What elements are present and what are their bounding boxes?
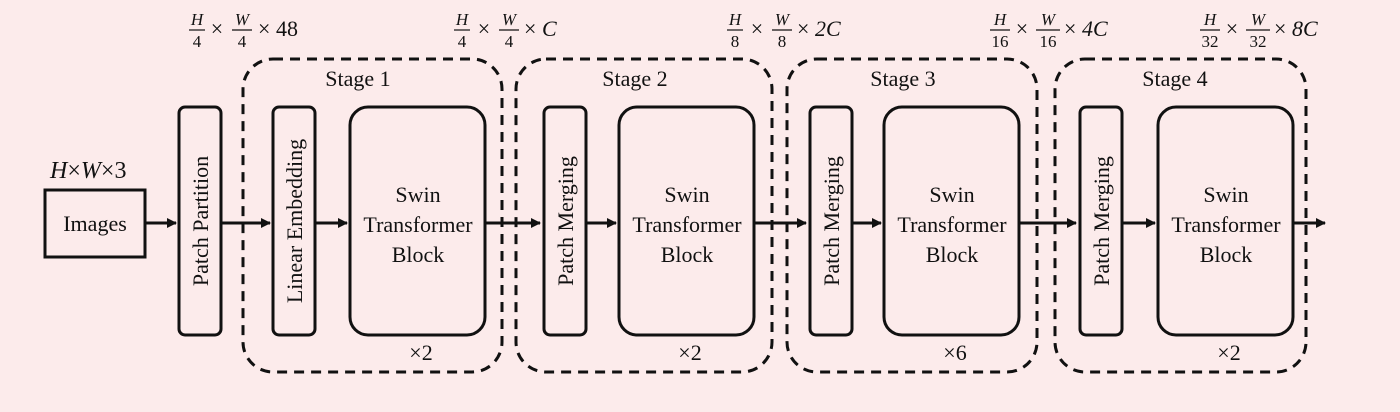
stage-1-first-block [271, 105, 317, 337]
svg-text:H×W×3: H×W×3 [49, 158, 126, 184]
stage-1-title: Stage 1 [325, 66, 390, 91]
svg-text:W: W [235, 10, 251, 29]
svg-text:×: × [258, 16, 270, 41]
stage-3: Stage 3 Patch Merging Swin Transformer B… [785, 57, 1039, 374]
stage-2-swin-block [617, 105, 756, 337]
svg-text:×: × [1064, 16, 1076, 41]
stage-1: Stage 1 Linear Embedding Swin Transforme… [241, 57, 504, 374]
stage-3-swin-block [882, 105, 1021, 337]
stage-4-swin-line2: Transformer [1171, 212, 1281, 237]
stage-4-dims: H 32 × W 32 × 8C [1200, 10, 1318, 51]
stage-2-repeat: ×2 [678, 340, 701, 365]
stage-4-title: Stage 4 [1142, 66, 1207, 91]
stage-1-frame [241, 57, 504, 374]
patch-partition-box [177, 105, 223, 337]
svg-text:H: H [455, 10, 470, 29]
svg-text:×: × [1274, 16, 1286, 41]
stage-2-swin-line2: Transformer [632, 212, 742, 237]
svg-text:8C: 8C [1292, 16, 1318, 41]
svg-text:H: H [1203, 10, 1218, 29]
svg-text:W: W [1251, 10, 1267, 29]
stage-4-swin-block [1156, 105, 1295, 337]
svg-text:8: 8 [778, 32, 787, 51]
svg-text:×: × [524, 16, 536, 41]
stage-3-swin-line3: Block [926, 242, 979, 267]
svg-text:16: 16 [992, 32, 1009, 51]
svg-text:4: 4 [505, 32, 514, 51]
svg-text:×: × [478, 16, 490, 41]
svg-text:16: 16 [1040, 32, 1057, 51]
stage-3-swin-line2: Transformer [897, 212, 1007, 237]
stage-3-swin-line1: Swin [929, 182, 974, 207]
svg-text:×: × [1226, 16, 1238, 41]
stage-4-first-block [1078, 105, 1124, 337]
stage-3-frame [785, 57, 1039, 374]
stage-1-swin-line2: Transformer [363, 212, 473, 237]
stage-1-swin-line1: Swin [395, 182, 440, 207]
stage-2: Stage 2 Patch Merging Swin Transformer B… [514, 57, 774, 374]
svg-text:H: H [993, 10, 1008, 29]
stage-2-first-block [542, 105, 588, 337]
stage-4-swin-line1: Swin [1203, 182, 1248, 207]
svg-text:48: 48 [276, 16, 298, 41]
patch-partition-dims: H 4 × W 4 × 48 [189, 10, 298, 51]
stage-1-repeat: ×2 [409, 340, 432, 365]
svg-text:32: 32 [1250, 32, 1267, 51]
stage-4-swin-line3: Block [1200, 242, 1253, 267]
svg-text:2C: 2C [815, 16, 841, 41]
stage-2-title: Stage 2 [602, 66, 667, 91]
stage-1-first-block-label: Linear Embedding [282, 139, 307, 303]
svg-text:H: H [728, 10, 743, 29]
svg-text:4: 4 [238, 32, 247, 51]
svg-text:4C: 4C [1082, 16, 1108, 41]
images-label: Images [63, 211, 127, 236]
svg-text:W: W [1041, 10, 1057, 29]
svg-text:8: 8 [731, 32, 740, 51]
input-dims-label: H×W×3 [49, 158, 126, 184]
stage-1-swin-block [348, 105, 487, 337]
stage-3-title: Stage 3 [870, 66, 935, 91]
svg-text:×: × [751, 16, 763, 41]
svg-text:×: × [1016, 16, 1028, 41]
patch-partition-label: Patch Partition [188, 156, 213, 286]
svg-text:4: 4 [193, 32, 202, 51]
stage-3-first-block-label: Patch Merging [819, 156, 844, 286]
stage-4: Stage 4 Patch Merging Swin Transformer B… [1053, 57, 1308, 374]
stage-2-swin-line1: Swin [664, 182, 709, 207]
stage-4-repeat: ×2 [1217, 340, 1240, 365]
stage-4-first-block-label: Patch Merging [1089, 156, 1114, 286]
svg-text:C: C [542, 16, 557, 41]
stage-1-swin-line3: Block [392, 242, 445, 267]
stage-2-dims: H 8 × W 8 × 2C [727, 10, 841, 51]
svg-text:4: 4 [458, 32, 467, 51]
svg-text:H: H [190, 10, 205, 29]
svg-text:32: 32 [1202, 32, 1219, 51]
svg-text:W: W [775, 10, 791, 29]
svg-text:W: W [502, 10, 518, 29]
stage-2-swin-line3: Block [661, 242, 714, 267]
stage-3-dims: H 16 × W 16 × 4C [990, 10, 1108, 51]
svg-text:×: × [797, 16, 809, 41]
stage-1-dims: H 4 × W 4 × C [454, 10, 557, 51]
stage-2-first-block-label: Patch Merging [553, 156, 578, 286]
stage-3-first-block [808, 105, 854, 337]
svg-text:×: × [211, 16, 223, 41]
stage-3-repeat: ×6 [943, 340, 966, 365]
stage-4-frame [1053, 57, 1308, 374]
